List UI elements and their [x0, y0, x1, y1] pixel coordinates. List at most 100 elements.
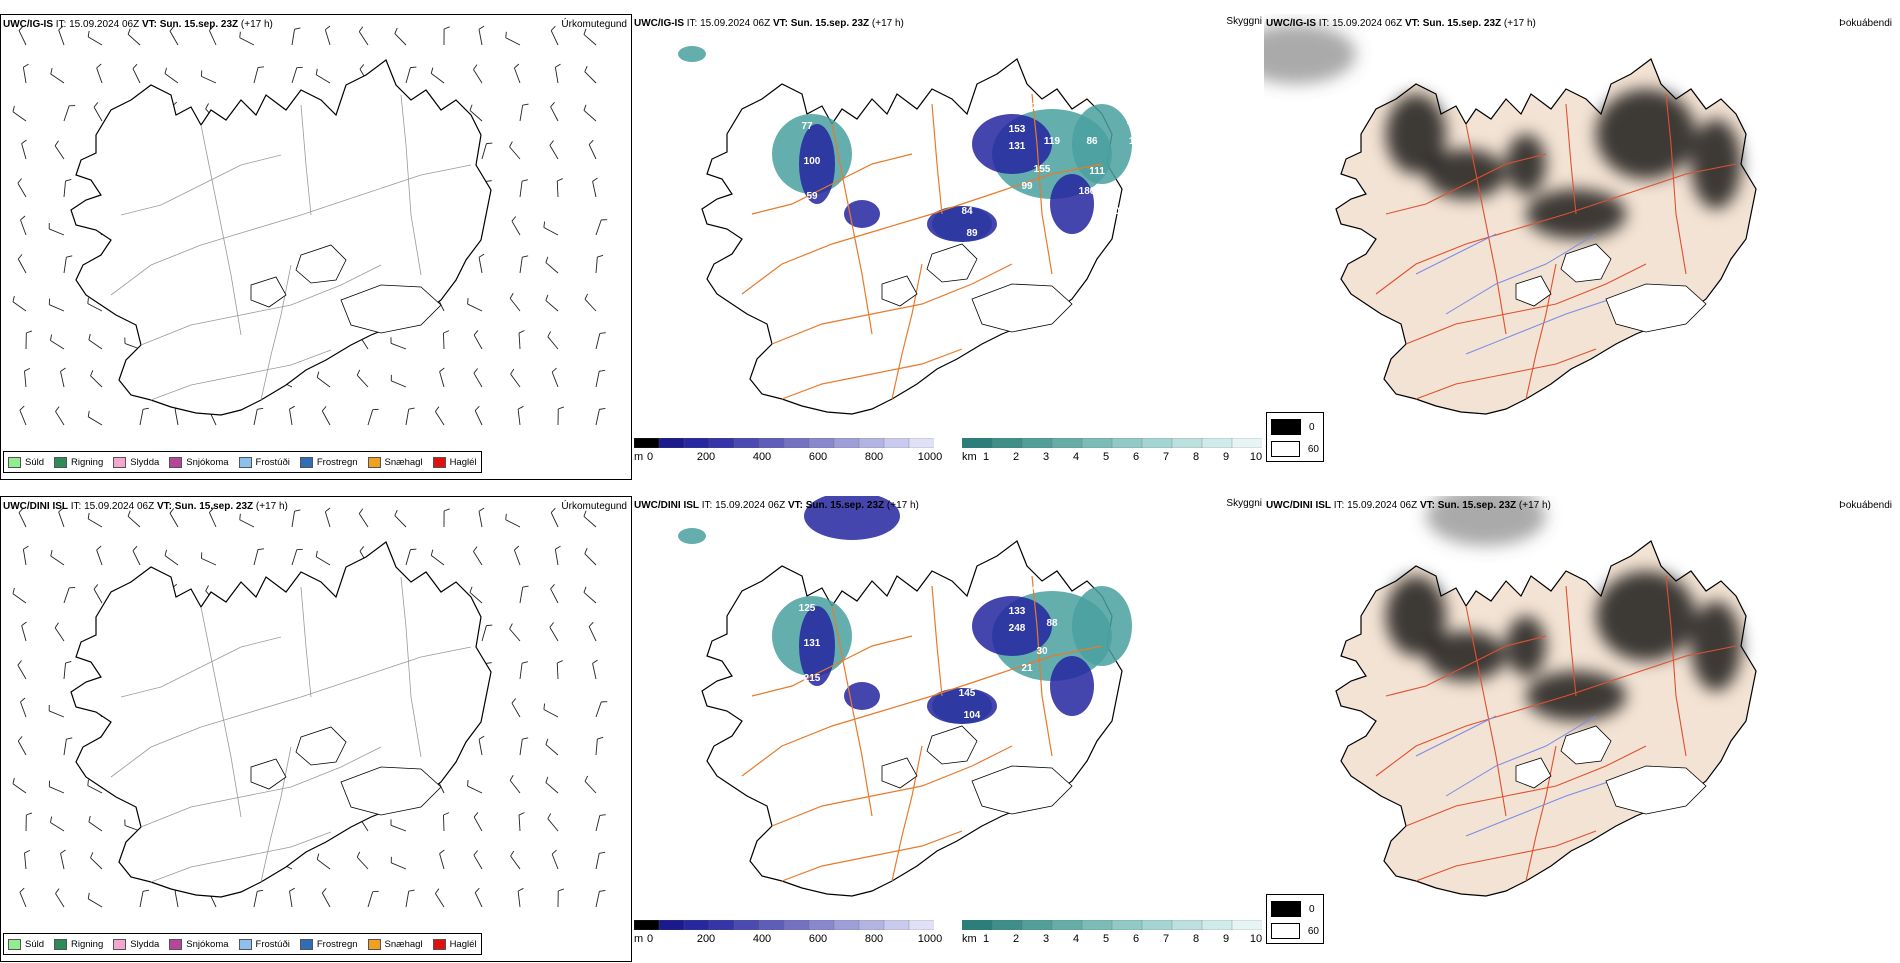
it-label: IT: [71, 501, 82, 512]
model-name: UWC/IG-IS [634, 18, 684, 29]
precip-legend-item: Snæhagl [368, 457, 423, 468]
visibility-tick: 4 [1073, 933, 1079, 945]
cloud-base-tick: 200 [697, 933, 715, 945]
cloud-base-label: 131 [1009, 141, 1026, 152]
fog-legend: 0 60 [1266, 894, 1324, 944]
cloud-base-label: 111 [1089, 166, 1105, 177]
vis-title: Skyggni [1226, 16, 1262, 27]
visibility-tick: 7 [1163, 933, 1169, 945]
visibility-tick: 9 [1223, 451, 1229, 463]
it-label: IT: [702, 500, 713, 511]
cloud-base-tick: 0 [647, 451, 653, 463]
fog-title: Þokuábendi [1839, 500, 1892, 511]
precip-legend-item: Súld [8, 457, 44, 468]
cloud-base-label: 84 [961, 206, 973, 217]
model-name: UWC/DINI ISL [3, 501, 68, 512]
cloud-base-tick: 800 [865, 451, 883, 463]
cloud-base-label: 21 [1021, 663, 1033, 674]
legend-swatch [8, 457, 21, 468]
legend-label: Haglél [450, 939, 477, 950]
fog-map [1264, 496, 1900, 962]
visibility-strip [962, 438, 1262, 448]
legend-swatch [113, 939, 126, 950]
visibility-tick: 5 [1103, 933, 1109, 945]
fog-legend-row: 0 [1271, 901, 1319, 917]
cloud-base-label: 59 [806, 191, 818, 202]
visibility-strip [962, 920, 1262, 930]
precip-legend-item: Súld [8, 939, 44, 950]
cloud-base-label: 18 [1126, 116, 1138, 127]
cloud-base-label: 103 [1109, 206, 1126, 217]
fog-legend-bottom: 60 [1308, 926, 1319, 937]
cloud-base-label: 155 [1034, 164, 1051, 175]
legend-label: Slydda [130, 939, 159, 950]
cloud-base-label: 129 [819, 216, 836, 227]
fog-panel: UWC/IG-IS IT: 15.09.2024 06Z VT: Sun. 15… [1264, 14, 1896, 480]
legend-label: Slydda [130, 457, 159, 468]
model-name: UWC/IG-IS [1266, 18, 1316, 29]
fog-legend-swatch [1271, 923, 1300, 939]
it-label: IT: [1319, 18, 1330, 29]
lead-time: (+17 h) [872, 18, 904, 29]
precip-legend-item: Snjókoma [169, 939, 228, 950]
fog-legend-bottom: 60 [1308, 444, 1319, 455]
it-value: 15.09.2024 06Z [1347, 500, 1417, 511]
vt-value: Sun. 15.sep. 23Z [1438, 500, 1516, 511]
it-value: 15.09.2024 06Z [700, 18, 770, 29]
cloud-base-label: 112 [1129, 136, 1146, 147]
cloud-base-tick: 800 [865, 933, 883, 945]
precip-legend-item: Snæhagl [368, 939, 423, 950]
it-label: IT: [1334, 500, 1345, 511]
cloud-base-label: 157 [859, 186, 876, 197]
visibility-tick: 10 [1250, 933, 1262, 945]
cloud-base-label: 86 [926, 201, 938, 212]
legend-swatch [169, 939, 182, 950]
legend-swatch [300, 457, 313, 468]
precip-legend-item: Haglél [433, 457, 477, 468]
cloud-base-label: 248 [1134, 221, 1151, 232]
precip-title: Úrkomutegund [561, 501, 627, 512]
visibility-unit: km [962, 933, 977, 945]
visibility-tick: 6 [1133, 933, 1139, 945]
cloud-base-label: 86 [1086, 136, 1098, 147]
cloud-base-label: 125 [799, 603, 816, 614]
fog-legend-row: 60 [1271, 441, 1319, 457]
legend-swatch [239, 939, 252, 950]
cloud-base-label: 119 [1044, 136, 1061, 147]
vt-value: Sun. 15.sep. 23Z [175, 501, 253, 512]
legend-label: Haglél [450, 457, 477, 468]
vt-label: VT: [773, 18, 788, 29]
cloud-base-tick: 0 [647, 933, 653, 945]
vt-label: VT: [157, 501, 172, 512]
cloud-base-label: 100 [804, 156, 821, 167]
visibility-tick: 6 [1133, 451, 1139, 463]
legend-label: Frostúði [256, 457, 290, 468]
precip-legend-item: Slydda [113, 939, 159, 950]
panel-header: UWC/IG-IS IT: 15.09.2024 06Z VT: Sun. 15… [3, 19, 273, 30]
legend-swatch [433, 457, 446, 468]
legend-swatch [239, 457, 252, 468]
it-value: 15.09.2024 06Z [715, 500, 785, 511]
visibility-tick: 1 [983, 451, 989, 463]
precip-legend-item: Slydda [113, 457, 159, 468]
cloud-base-tick: 600 [809, 933, 827, 945]
fog-legend-swatch [1271, 901, 1301, 917]
legend-swatch [54, 939, 67, 950]
visibility-tick: 3 [1043, 451, 1049, 463]
iceland-outline [71, 542, 491, 897]
vt-label: VT: [1405, 18, 1420, 29]
legend-label: Frostregn [317, 457, 358, 468]
precip-legend-item: Frostúði [239, 457, 290, 468]
precip-legend-item: Haglél [433, 939, 477, 950]
cloud-base-label: 248 [1009, 623, 1026, 634]
